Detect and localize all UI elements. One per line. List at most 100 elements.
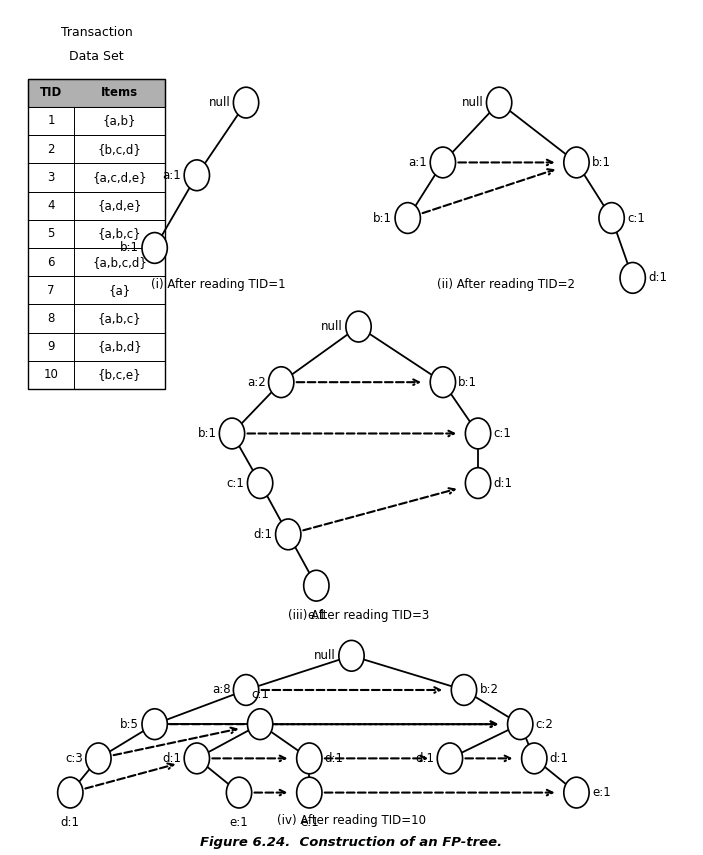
Text: a:1: a:1 (162, 168, 181, 182)
Text: d:1: d:1 (550, 752, 569, 765)
Circle shape (486, 87, 512, 118)
Circle shape (437, 743, 463, 774)
Text: a:1: a:1 (408, 156, 427, 169)
Circle shape (58, 777, 83, 808)
Circle shape (304, 570, 329, 601)
Circle shape (430, 147, 456, 178)
Circle shape (142, 709, 167, 740)
Circle shape (599, 203, 624, 233)
Text: {b,c,d}: {b,c,d} (98, 143, 141, 156)
Text: {b,c,e}: {b,c,e} (98, 369, 141, 381)
Circle shape (522, 743, 547, 774)
Circle shape (346, 311, 371, 342)
Circle shape (564, 777, 589, 808)
Text: d:1: d:1 (415, 752, 434, 765)
FancyBboxPatch shape (28, 276, 165, 304)
Text: Data Set: Data Set (70, 50, 124, 62)
Circle shape (297, 743, 322, 774)
Text: (ii) After reading TID=2: (ii) After reading TID=2 (437, 278, 575, 291)
Circle shape (86, 743, 111, 774)
Text: c:2: c:2 (536, 717, 553, 731)
Circle shape (465, 468, 491, 498)
Text: null: null (462, 96, 484, 109)
FancyBboxPatch shape (28, 79, 165, 107)
Circle shape (233, 87, 259, 118)
Text: {a,b,c,d}: {a,b,c,d} (92, 256, 147, 268)
Text: b:1: b:1 (592, 156, 611, 169)
FancyBboxPatch shape (28, 107, 165, 135)
Text: c:3: c:3 (65, 752, 83, 765)
Text: 8: 8 (47, 312, 55, 325)
Text: 3: 3 (47, 171, 55, 184)
Text: 9: 9 (47, 340, 55, 353)
Text: b:1: b:1 (373, 211, 392, 225)
Text: c:1: c:1 (494, 427, 511, 440)
FancyBboxPatch shape (28, 220, 165, 248)
Text: {a,b}: {a,b} (103, 115, 136, 127)
Circle shape (276, 519, 301, 550)
Circle shape (620, 262, 645, 293)
Circle shape (247, 468, 273, 498)
Text: d:1: d:1 (648, 271, 667, 285)
Text: b:1: b:1 (458, 375, 477, 389)
Text: c:1: c:1 (251, 688, 269, 701)
Text: {a,d,e}: {a,d,e} (97, 199, 142, 212)
Circle shape (297, 777, 322, 808)
Circle shape (269, 367, 294, 398)
Text: 5: 5 (47, 227, 55, 240)
Text: null: null (321, 320, 343, 333)
Text: b:1: b:1 (198, 427, 217, 440)
Text: 1: 1 (47, 115, 55, 127)
FancyBboxPatch shape (28, 304, 165, 333)
Circle shape (184, 160, 209, 191)
Text: c:1: c:1 (227, 476, 245, 490)
FancyBboxPatch shape (28, 163, 165, 192)
Text: e:1: e:1 (300, 816, 318, 828)
Text: e:1: e:1 (230, 816, 248, 828)
Circle shape (226, 777, 252, 808)
FancyBboxPatch shape (28, 333, 165, 361)
Text: b:2: b:2 (479, 683, 498, 697)
Circle shape (430, 367, 456, 398)
Text: 10: 10 (44, 369, 58, 381)
Text: a:8: a:8 (212, 683, 231, 697)
FancyBboxPatch shape (28, 135, 165, 163)
Circle shape (451, 675, 477, 705)
Text: d:1: d:1 (60, 816, 80, 828)
Text: 2: 2 (47, 143, 55, 156)
Text: {a,c,d,e}: {a,c,d,e} (92, 171, 147, 184)
Circle shape (508, 709, 533, 740)
Text: (i) After reading TID=1: (i) After reading TID=1 (150, 278, 285, 291)
Text: TID: TID (40, 86, 62, 99)
Text: c:1: c:1 (627, 211, 645, 225)
Circle shape (184, 743, 209, 774)
Circle shape (395, 203, 420, 233)
Text: d:1: d:1 (162, 752, 181, 765)
Circle shape (219, 418, 245, 449)
Circle shape (247, 709, 273, 740)
Circle shape (564, 147, 589, 178)
Text: d:1: d:1 (254, 528, 273, 541)
FancyBboxPatch shape (28, 192, 165, 220)
Text: null: null (314, 649, 336, 663)
Text: 6: 6 (47, 256, 55, 268)
Text: null: null (209, 96, 231, 109)
Circle shape (233, 675, 259, 705)
Text: (iv) After reading TID=10: (iv) After reading TID=10 (277, 814, 426, 827)
Text: {a,b,d}: {a,b,d} (97, 340, 142, 353)
Text: Transaction: Transaction (60, 26, 133, 38)
Text: d:1: d:1 (325, 752, 344, 765)
Circle shape (465, 418, 491, 449)
Circle shape (142, 233, 167, 263)
Text: 7: 7 (47, 284, 55, 297)
FancyBboxPatch shape (28, 361, 165, 389)
Text: {a}: {a} (108, 284, 131, 297)
Text: e:1: e:1 (592, 786, 611, 799)
Text: Items: Items (101, 86, 138, 99)
Text: b:1: b:1 (120, 241, 139, 255)
Text: d:1: d:1 (494, 476, 512, 490)
FancyBboxPatch shape (28, 248, 165, 276)
Text: b:5: b:5 (120, 717, 139, 731)
Text: {a,b,c}: {a,b,c} (98, 227, 141, 240)
Text: 4: 4 (47, 199, 55, 212)
